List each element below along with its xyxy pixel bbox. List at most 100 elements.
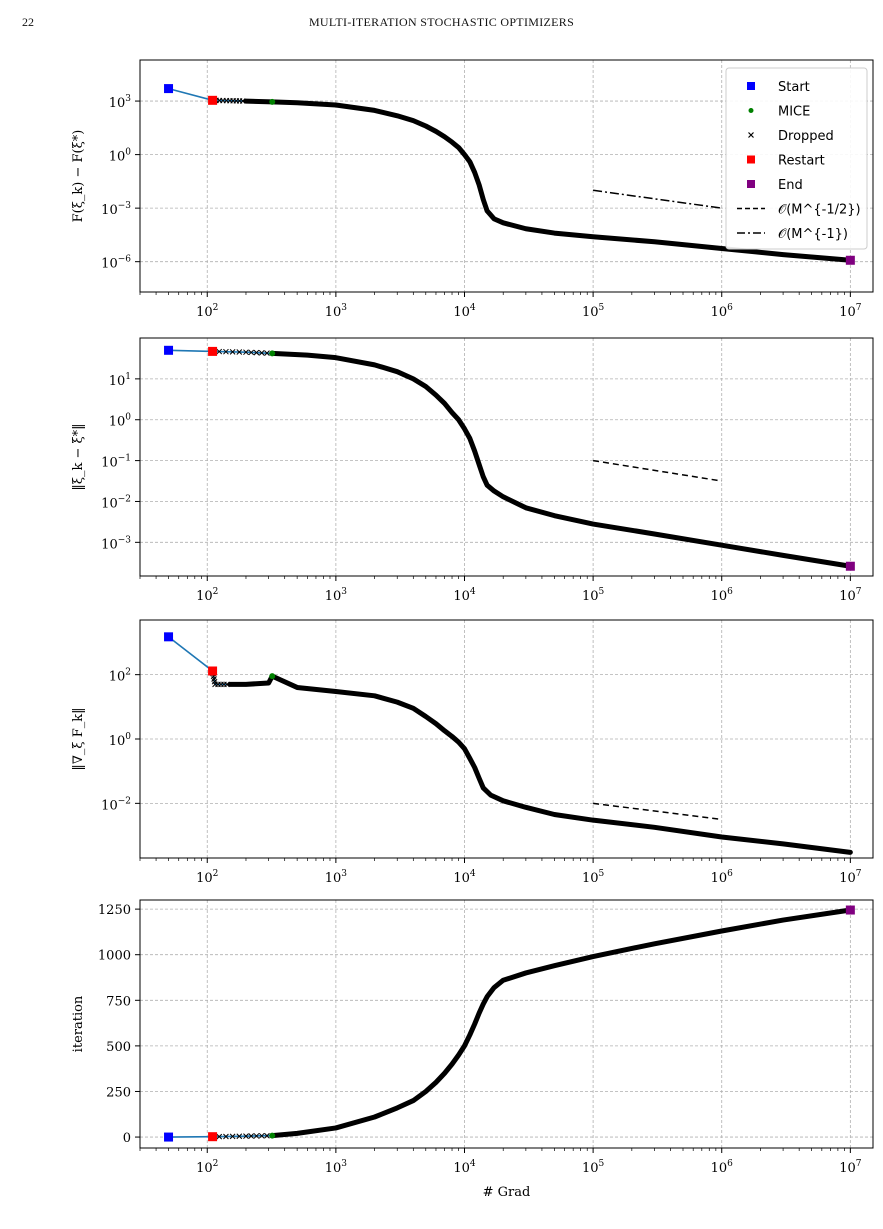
restart-marker [208,666,218,676]
dropped-marker [258,1132,265,1139]
x-tick-label: 105 [582,303,605,320]
chart-panel-2: 102 103 104 105 106 107 101 100 10−1 10−2 10−3 ‖ξ_k… [71,337,874,604]
dropped-marker [258,350,265,356]
x-tick-label: 104 [453,587,476,604]
y-axis-label: F(ξ_k) − F(ξ*) [71,130,86,223]
start-marker [164,345,174,355]
dropped-marker [243,1133,249,1140]
dropped-marker [236,1133,243,1140]
y-tick-label: 101 [109,372,131,389]
end-marker [845,255,855,265]
y-tick-label: 102 [109,668,131,685]
axes-frame [139,59,874,293]
legend-marker-dot [748,108,754,113]
x-tick-label: 106 [711,303,734,320]
legend-label: Start [778,80,810,95]
series-line-head [168,636,230,686]
x-tick-label: 107 [839,1159,862,1176]
dropped-marker [236,349,243,355]
x-tick-label: 102 [196,587,218,604]
start-marker [164,632,174,642]
legend-label: Restart [778,154,825,169]
dropped-marker [264,1132,270,1139]
end-marker [845,905,855,915]
y-tick-label: 10−2 [101,796,131,813]
x-tick-label: 107 [839,869,862,886]
x-tick-label: 102 [196,1159,218,1176]
dropped-marker [253,1133,260,1139]
dropped-marker [248,349,255,356]
legend-label: 𝒪(M^{-1/2}) [778,203,861,218]
legend-marker-x [748,132,754,138]
legend-marker-square [747,180,755,188]
x-tick-label: 103 [325,1159,348,1176]
series-line-dropped-cloud [269,907,853,1139]
y-tick-label: 100 [109,148,132,165]
x-tick-label: 104 [453,1159,476,1176]
y-tick-label: 0 [123,1131,131,1146]
series-line-dropped-cloud [243,98,853,263]
restart-marker [208,1132,218,1142]
series-line-dropped-cloud [269,350,853,569]
chart-panel-1: 102 103 104 105 106 107 103 100 10−3 10−6 F(ξ_k) −… [71,59,874,320]
start-marker [164,1132,174,1142]
y-axis-label: ‖ξ_k − ξ*‖ [71,423,86,490]
x-tick-label: 102 [196,303,218,320]
y-tick-label: 10−3 [101,535,131,552]
axes-frame [139,337,874,577]
y-tick-label: 10−6 [101,255,131,272]
x-tick-label: 105 [582,587,605,604]
dropped-marker [248,1133,255,1139]
dropped-marker [253,349,260,356]
y-tick-label: 100 [109,732,132,749]
y-tick-label: 750 [106,994,131,1009]
mice-marker [269,350,276,357]
x-tick-label: 104 [453,303,476,320]
legend-marker-square [747,82,755,90]
series-line-head [168,1134,273,1138]
y-tick-label: 10−1 [101,454,131,471]
x-tick-label: 104 [453,869,476,886]
y-axis-label: iteration [71,995,86,1052]
y-tick-label: 1000 [98,949,131,964]
x-tick-label: 107 [839,587,862,604]
chart-panel-3: 102 103 104 105 106 107 102 100 10−2 ‖∇_ξ F_k‖ [71,619,874,886]
x-tick-label: 103 [325,869,348,886]
restart-marker [208,95,218,105]
legend-label: 𝒪(M^{-1}) [778,227,848,242]
legend-label: MICE [778,105,810,120]
legend-label: Dropped [778,129,834,144]
x-tick-label: 107 [839,303,862,320]
legend-marker-square [747,155,755,164]
mice-marker [269,98,276,105]
dropped-marker [239,98,246,104]
axes-frame [139,619,874,859]
y-tick-label: 10−3 [101,201,131,218]
dropped-marker [243,349,249,356]
chart-panel-4: 102 103 104 105 106 107 0 250 500 750 1000 1250 iter… [71,899,874,1200]
legend-box [725,67,868,250]
series-line-dropped-cloud [227,673,853,855]
x-tick-label: 106 [711,1159,734,1176]
dropped-marker [223,348,229,355]
end-marker [845,561,855,571]
dropped-marker [216,1133,223,1140]
y-tick-label: 100 [109,413,132,430]
legend: Start MICE Dropped Restart End 𝒪(M^{-1/2}) 𝒪(M… [725,67,868,250]
legend-label: End [778,178,803,193]
x-tick-label: 103 [325,303,348,320]
y-axis-label: ‖∇_ξ F_k‖ [71,707,86,770]
x-tick-label: 102 [196,869,218,886]
dropped-marker [229,349,236,355]
reference-slope-line [593,189,722,209]
dropped-marker [229,1133,236,1140]
start-marker [164,84,174,94]
dropped-marker [223,1133,229,1140]
axes-frame [139,899,874,1149]
reference-slope-line [593,802,722,821]
page-number: 22 [22,15,34,29]
mice-marker [269,1132,276,1139]
x-tick-label: 103 [325,587,348,604]
x-tick-label: 106 [711,869,734,886]
x-axis-label: # Grad [483,1185,531,1200]
